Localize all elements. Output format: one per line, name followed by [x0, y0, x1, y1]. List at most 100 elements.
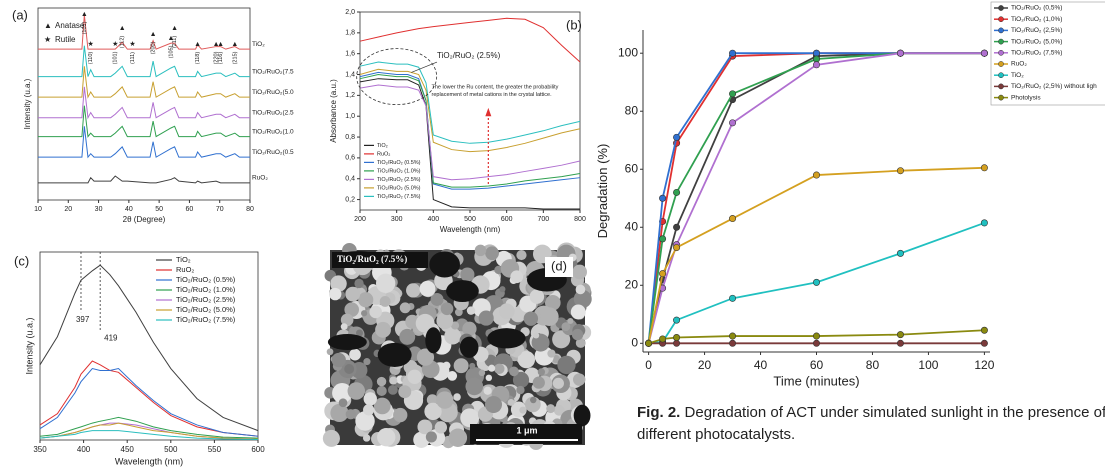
sem-particle [516, 385, 525, 395]
series-label: TiO₂ [252, 41, 265, 48]
sem-particle [345, 286, 361, 302]
plot-frame [37, 7, 251, 201]
data-point [896, 331, 904, 339]
sem-particle [436, 391, 454, 409]
sem-particle [376, 376, 387, 387]
series-line [38, 175, 250, 184]
sem-particle [450, 321, 460, 330]
y-tick-label: 1,6 [345, 51, 355, 58]
legend-label: TiO₂/RuO₂ (0,5%) [1011, 5, 1062, 12]
series-label: TiO₂/RuO₂(5.0 [252, 89, 294, 96]
sem-particle [460, 408, 480, 428]
sem-particle [516, 249, 527, 261]
data-point [980, 326, 988, 334]
x-tick-label: 50 [155, 206, 163, 213]
legend-label: TiO₂/RuO₂ (2,5%) without ligh [1011, 83, 1097, 90]
legend-label: Photolysis [1011, 94, 1041, 101]
sem-particle [398, 385, 412, 399]
sem-particle [344, 302, 360, 317]
data-point [812, 339, 820, 347]
x-tick-label: 30 [95, 206, 103, 213]
sem-particle [426, 394, 438, 406]
data-point [659, 235, 667, 243]
y-tick-label: 0,6 [345, 155, 355, 162]
sem-particle [478, 310, 494, 326]
sem-particle [340, 323, 348, 331]
sem-particle [460, 267, 475, 282]
sem-particle [354, 278, 364, 289]
sem-particle [363, 404, 375, 416]
annotation: The lower the Ru content, the greater th… [432, 84, 559, 90]
caption: Fig. 2. Degradation of ACT under simulat… [637, 402, 1105, 446]
sem-particle [557, 355, 576, 375]
data-point [673, 316, 681, 324]
data-point [812, 55, 820, 63]
x-tick-label: 600 [501, 216, 513, 223]
sem-particle [369, 305, 382, 319]
y-tick-label: 1,8 [345, 30, 355, 37]
data-point [980, 219, 988, 227]
sem-pore [377, 342, 412, 367]
series-label: TiO₂/RuO₂(1.0 [252, 128, 294, 135]
sem-particle [494, 265, 503, 275]
sem-particle [393, 407, 408, 423]
legend-label: TiO₂/RuO₂ (5.0%) [377, 185, 421, 191]
series-line [647, 52, 985, 344]
peak-label: (101) [113, 51, 119, 64]
sem-pore [573, 404, 591, 427]
sem-pore [459, 336, 479, 358]
series-line [38, 126, 250, 159]
x-tick-label: 600 [251, 445, 265, 454]
series-line [359, 74, 581, 188]
peak-label: (105) [168, 45, 174, 58]
x-tick-label: 450 [121, 445, 135, 454]
sem-particle [523, 311, 539, 326]
x-tick-label: 350 [33, 445, 47, 454]
sem-particle [575, 338, 586, 348]
sem-particle [509, 366, 519, 377]
peak-label: (220) [214, 51, 220, 64]
sem-particle [453, 358, 469, 374]
x-tick-label: 500 [164, 445, 178, 454]
data-point [659, 335, 667, 343]
x-tick-label: 0 [645, 358, 652, 372]
x-axis-label: Wavelength (nm) [440, 225, 501, 234]
sem-particle [349, 348, 361, 361]
legend-label: TiO₂/RuO₂ (2,5%) [1011, 27, 1062, 34]
sem-particle [399, 302, 411, 314]
caption-bold: Fig. 2. [637, 404, 681, 421]
sem-particle [544, 294, 561, 311]
sem-particle [517, 350, 536, 369]
sem-pore [487, 328, 526, 349]
data-point [645, 339, 653, 347]
sem-particle [546, 404, 556, 414]
sem-particle [552, 377, 564, 389]
sem-particle [570, 304, 586, 320]
sem-particle [379, 296, 391, 307]
series-line [647, 52, 985, 344]
sem-particle [547, 349, 556, 358]
series-line [359, 84, 581, 181]
data-point [896, 249, 904, 257]
series-line [359, 61, 581, 144]
x-tick-label: 120 [974, 358, 994, 372]
sem-particle [474, 244, 487, 257]
legend-marker [998, 38, 1004, 45]
data-point [729, 215, 737, 223]
sem-particle [519, 406, 527, 414]
sem-particle [552, 330, 571, 349]
legend-label: TiO₂/RuO₂ (7.5%) [176, 315, 236, 324]
sem-particle [453, 393, 461, 401]
series-line [647, 52, 985, 344]
x-tick-label: 60 [186, 206, 194, 213]
sem-particle [448, 428, 468, 447]
sem-particle [362, 434, 371, 442]
data-point [729, 90, 737, 98]
peak-symbol: ★ [112, 40, 118, 48]
sem-particle [510, 270, 524, 284]
peak-label: (112) [120, 36, 126, 49]
x-tick-label: 20 [698, 358, 712, 372]
panel-label: (c) [14, 253, 29, 268]
legend-marker [998, 16, 1004, 23]
